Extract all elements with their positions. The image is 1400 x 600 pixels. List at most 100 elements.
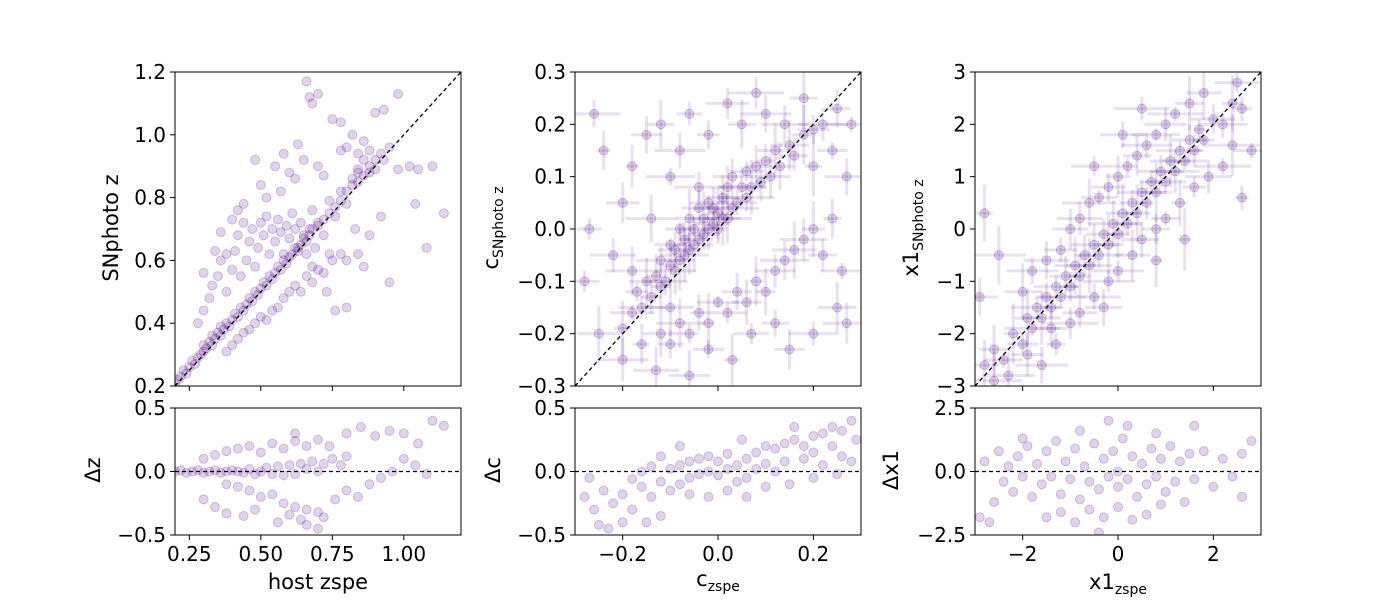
x1-point-23 [1108, 218, 1119, 229]
dc-point-43 [817, 460, 828, 471]
z-point-86 [264, 249, 275, 260]
dz-point-37 [278, 443, 289, 454]
z-point-65 [192, 318, 203, 329]
z-point-123 [227, 340, 238, 351]
x1-point-71 [1089, 292, 1100, 303]
dx1-point-31 [1127, 451, 1138, 462]
dz-points [175, 415, 449, 534]
x1-point-30 [1141, 197, 1152, 208]
z-point-112 [364, 145, 375, 156]
z-point-48 [298, 233, 309, 244]
z-point-168 [378, 104, 389, 115]
dx1-point-42 [1179, 496, 1190, 507]
x1-point-77 [1160, 213, 1171, 224]
x1-point-87 [979, 208, 990, 219]
z-point-102 [310, 242, 321, 253]
dc-point-49 [851, 434, 861, 445]
dz-point-74 [250, 504, 261, 515]
z-point-180 [270, 161, 281, 172]
c-point-43 [751, 161, 762, 172]
z-point-133 [284, 286, 295, 297]
dx1-point-0 [975, 512, 985, 523]
z-point-179 [255, 180, 266, 191]
dz-point-61 [353, 491, 364, 502]
c-ytick-label-5: 0.2 [534, 112, 566, 136]
z-point-117 [413, 164, 424, 175]
c-ytick-label-2: −0.1 [517, 269, 566, 293]
dz-point-5 [198, 467, 209, 478]
dx1-point-8 [1017, 471, 1028, 482]
c-point-3 [636, 302, 647, 313]
x1-point-59 [1141, 140, 1152, 151]
dx1-point-52 [1070, 517, 1081, 528]
c-point-59 [693, 307, 704, 318]
dc-point-42 [817, 428, 828, 439]
c-point-100 [627, 265, 638, 276]
c-point-46 [765, 171, 776, 182]
dc-point-55 [722, 485, 733, 496]
z-point-61 [364, 161, 375, 172]
dx1-points [975, 415, 1257, 535]
c-point-82 [693, 182, 704, 193]
dz-point-30 [198, 453, 209, 464]
dc-point-67 [736, 434, 747, 445]
dz-point-60 [341, 485, 352, 496]
x1-point-90 [989, 375, 1000, 386]
dc-points [579, 415, 861, 534]
c-point-48 [774, 161, 785, 172]
z-point-21 [221, 318, 232, 329]
c-point-101 [636, 339, 647, 350]
x1-point-41 [1194, 124, 1205, 135]
z-point-178 [250, 154, 261, 165]
z-point-182 [284, 167, 295, 178]
x1-point-42 [1198, 135, 1209, 146]
z-point-162 [341, 142, 352, 153]
z-point-103 [313, 217, 323, 228]
x1-ytick-label-4: 1 [953, 165, 966, 189]
z-main-plot-area: 0.2 0.4 0.6 0.8 1.0 1.2 [134, 60, 462, 398]
z-point-138 [313, 264, 323, 275]
x1-point-68 [1051, 339, 1062, 350]
dc-point-2 [598, 485, 609, 496]
z-point-20 [218, 324, 229, 335]
x1-point-14 [1065, 281, 1076, 292]
x1-ytick-label-2: −1 [937, 269, 966, 293]
c-point-4 [641, 276, 652, 287]
c-point-39 [736, 182, 747, 193]
z-point-137 [307, 277, 318, 288]
z-point-139 [318, 267, 329, 278]
x1-point-31 [1146, 176, 1157, 187]
x1-point-48 [1027, 265, 1038, 276]
x1-point-55 [1103, 182, 1114, 193]
dx1-point-37 [1155, 453, 1166, 464]
z-residual-plot-area: −0.5 0.0 0.5 0.25 0.50 0.75 1.00 [117, 396, 462, 566]
dc-xtick-label-1: 0.0 [702, 542, 734, 566]
c-point-37 [727, 171, 738, 182]
dx1-point-14 [1046, 471, 1057, 482]
x1-point-89 [975, 292, 985, 303]
z-point-12 [201, 343, 212, 354]
c-point-6 [651, 271, 662, 282]
dz-point-49 [438, 420, 449, 431]
dx1-point-40 [1170, 476, 1181, 487]
dz-point-56 [290, 502, 301, 513]
dz-point-19 [278, 470, 289, 481]
z-ytick-label-3: 0.8 [134, 186, 166, 210]
z-point-119 [410, 198, 421, 209]
z-point-141 [335, 249, 346, 260]
z-point-82 [252, 242, 263, 253]
dx1-point-9 [1022, 441, 1033, 452]
z-point-101 [307, 205, 318, 216]
dc-point-33 [770, 443, 781, 454]
z-point-147 [330, 305, 341, 316]
dc-point-61 [808, 472, 819, 483]
c-point-84 [722, 98, 733, 109]
dc-point-56 [741, 491, 752, 502]
z-point-33 [255, 283, 266, 294]
c-point-69 [789, 244, 800, 255]
x1-point-6 [1027, 323, 1038, 334]
dx1-point-39 [1165, 441, 1176, 452]
z-point-63 [375, 148, 386, 159]
dx1-point-66 [1246, 436, 1257, 447]
